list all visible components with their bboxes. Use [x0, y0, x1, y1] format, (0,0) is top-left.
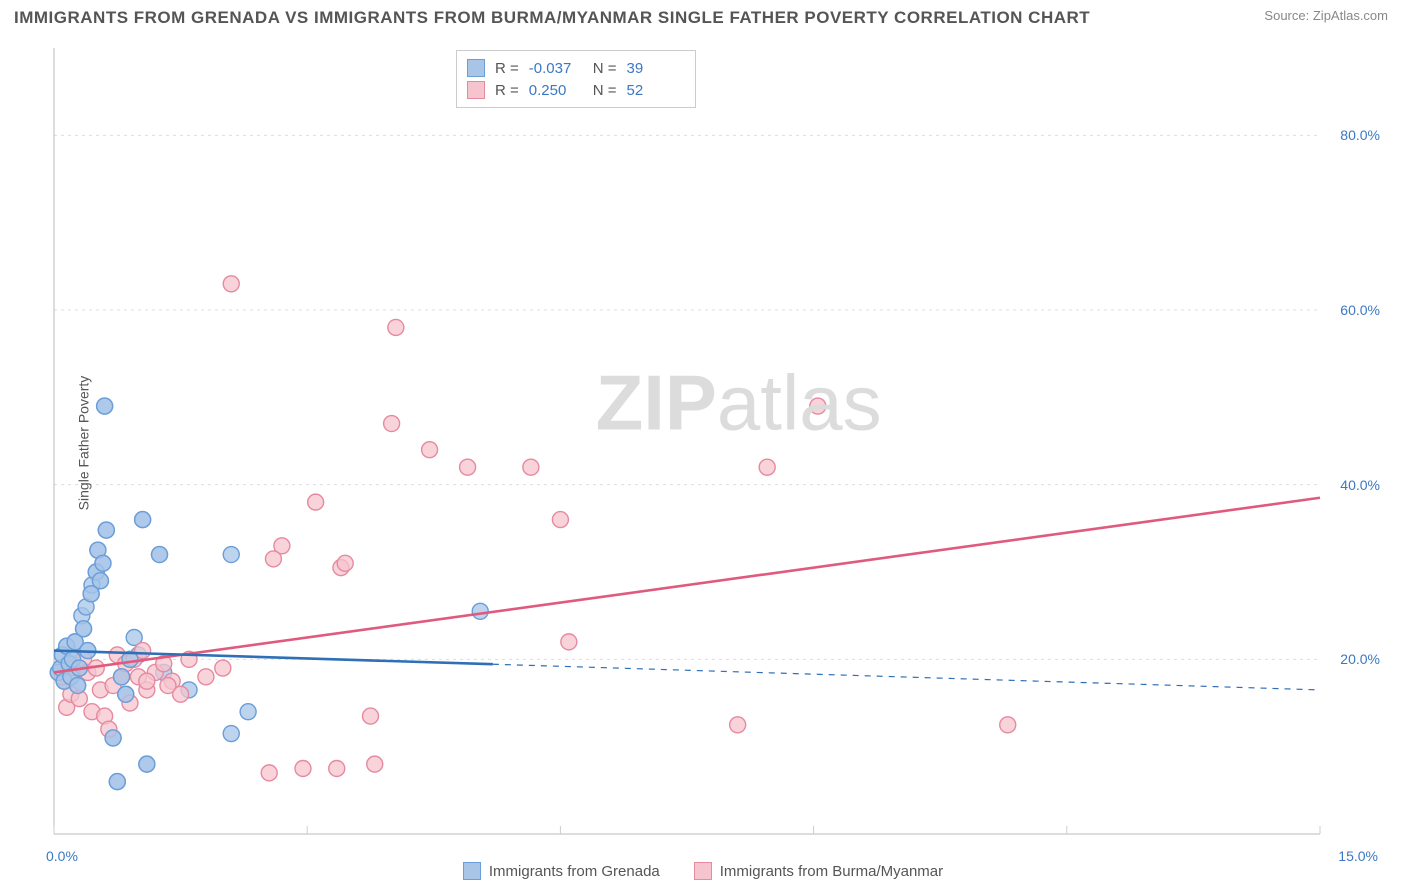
- swatch-burma: [467, 81, 485, 99]
- legend-swatch-burma: [694, 862, 712, 880]
- swatch-grenada: [467, 59, 485, 77]
- legend-item-burma: Immigrants from Burma/Myanmar: [694, 862, 943, 880]
- y-tick: 20.0%: [1340, 651, 1380, 667]
- bottom-legend: Immigrants from Grenada Immigrants from …: [0, 862, 1406, 880]
- y-axis-label: Single Father Poverty: [75, 376, 91, 511]
- chart-area: Single Father Poverty ZIPatlas R = -0.03…: [46, 42, 1378, 844]
- page-title: IMMIGRANTS FROM GRENADA VS IMMIGRANTS FR…: [14, 8, 1090, 28]
- source-credit: Source: ZipAtlas.com: [1264, 8, 1388, 23]
- y-tick: 80.0%: [1340, 127, 1380, 143]
- legend-item-grenada: Immigrants from Grenada: [463, 862, 660, 880]
- stats-row-grenada: R = -0.037 N = 39: [467, 57, 681, 79]
- stats-row-burma: R = 0.250 N = 52: [467, 79, 681, 101]
- y-tick: 60.0%: [1340, 302, 1380, 318]
- legend-swatch-grenada: [463, 862, 481, 880]
- source-link[interactable]: ZipAtlas.com: [1313, 8, 1388, 23]
- legend-label-burma: Immigrants from Burma/Myanmar: [720, 863, 943, 880]
- y-tick: 40.0%: [1340, 477, 1380, 493]
- stats-legend: R = -0.037 N = 39 R = 0.250 N = 52: [456, 50, 696, 108]
- legend-label-grenada: Immigrants from Grenada: [489, 863, 660, 880]
- scatter-plot: [46, 42, 1378, 844]
